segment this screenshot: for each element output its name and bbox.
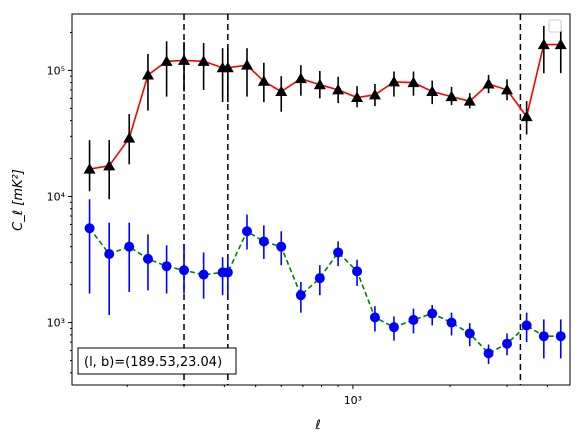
- circle-point: [84, 223, 95, 234]
- x-tick-label: 10³: [344, 394, 362, 407]
- circle-point: [179, 265, 190, 276]
- circle-point: [408, 314, 419, 325]
- triangle-point: [351, 91, 364, 102]
- y-tick-label: 10³: [47, 317, 65, 330]
- y-axis-label: C_ℓ [mK²]: [11, 169, 26, 231]
- x-axis-ticks: 10³: [126, 385, 548, 407]
- triangle-point: [426, 85, 439, 97]
- circle-point: [314, 273, 325, 284]
- triangle-point: [178, 54, 191, 65]
- triangle-point: [141, 68, 154, 80]
- triangle-point: [294, 72, 307, 84]
- circle-point: [446, 317, 457, 328]
- circle-point: [198, 269, 209, 280]
- triangle-point: [368, 88, 381, 100]
- triangle-point: [501, 83, 514, 95]
- circle-point: [161, 261, 172, 272]
- y-axis-ticks: 10³ 10⁴ 10⁵: [47, 31, 72, 374]
- circle-point: [388, 322, 399, 333]
- data-markers: [83, 38, 567, 359]
- triangle-point: [445, 90, 458, 102]
- triangle-point: [221, 61, 234, 73]
- triangle-point: [387, 75, 400, 87]
- triangle-point: [240, 59, 253, 70]
- triangle-point: [554, 38, 567, 50]
- circle-point: [464, 328, 475, 339]
- triangle-point: [257, 75, 270, 86]
- legend-box: [548, 19, 562, 33]
- circle-point: [124, 241, 135, 252]
- triangle-point: [537, 38, 550, 50]
- circle-point: [333, 247, 344, 258]
- circle-point: [295, 290, 306, 301]
- triangle-point: [123, 132, 136, 143]
- circle-point: [222, 267, 233, 278]
- triangle-point: [160, 55, 173, 66]
- triangle-point: [103, 159, 116, 171]
- circle-point: [427, 308, 438, 319]
- circle-point: [142, 253, 153, 264]
- circle-point: [276, 241, 287, 252]
- triangle-point: [482, 77, 495, 89]
- circle-point: [502, 338, 513, 349]
- annotation-text: (l, b)=(189.53,23.04): [84, 355, 222, 370]
- triangle-point: [275, 85, 288, 97]
- circle-point: [555, 331, 566, 342]
- circle-point: [369, 312, 380, 323]
- plot-frame: [71, 13, 571, 386]
- circle-point: [352, 266, 363, 277]
- circle-point: [258, 236, 269, 247]
- circle-point: [483, 348, 494, 359]
- triangle-point: [407, 76, 420, 88]
- circle-point: [521, 320, 532, 331]
- triangle-point: [520, 110, 533, 122]
- annotation-box: (l, b)=(189.53,23.04): [77, 347, 237, 375]
- circle-point: [241, 226, 252, 237]
- triangle-point: [197, 55, 210, 66]
- plot-area: [71, 13, 571, 386]
- circle-point: [538, 331, 549, 342]
- x-axis-label: ℓ: [314, 418, 320, 433]
- error-bars: [88, 25, 562, 364]
- triangle-point: [83, 163, 96, 174]
- circle-point: [104, 248, 115, 259]
- triangle-point: [332, 83, 345, 95]
- triangle-point: [313, 78, 326, 90]
- y-tick-label: 10⁵: [47, 64, 65, 77]
- triangle-point: [463, 95, 476, 106]
- y-tick-label: 10⁴: [47, 190, 66, 203]
